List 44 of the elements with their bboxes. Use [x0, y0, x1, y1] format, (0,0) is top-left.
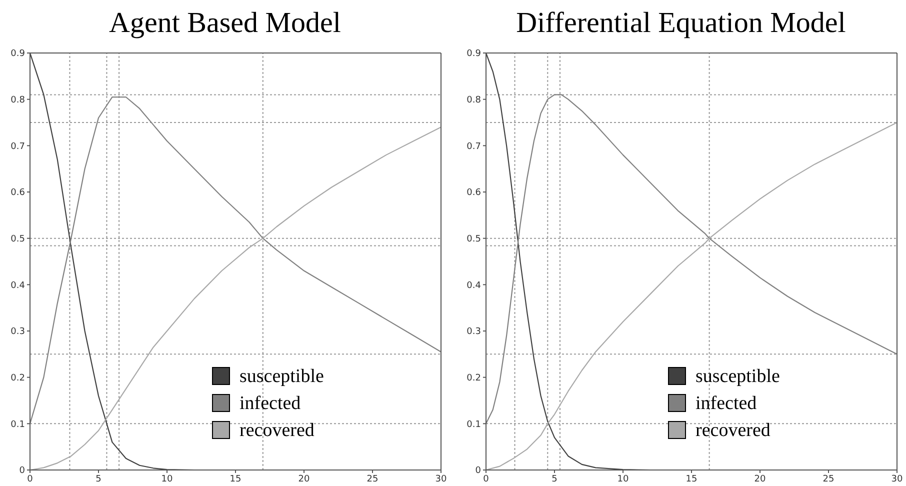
chart-title: Agent Based Model [108, 6, 342, 41]
x-tick-label: 5 [552, 474, 558, 484]
line-series [486, 94, 897, 424]
x-tick-label: 25 [822, 474, 834, 484]
y-tick-label: 0.5 [466, 234, 481, 245]
y-tick-label: 0.7 [466, 142, 481, 152]
y-tick-label: 0.7 [10, 142, 25, 152]
y-tick-label: 0 [19, 466, 26, 476]
y-tick-label: 0.4 [466, 280, 482, 291]
x-tick-label: 20 [754, 474, 766, 484]
y-tick-label: 0.3 [466, 327, 481, 338]
y-tick-label: 0.1 [10, 420, 25, 430]
x-tick-label: 30 [435, 474, 447, 484]
legend-label: susceptible [696, 364, 780, 389]
y-tick-label: 0.8 [466, 96, 482, 106]
y-tick-label: 0.5 [10, 234, 25, 245]
legend-label: recovered [240, 418, 314, 443]
y-tick-label: 0.3 [10, 327, 25, 338]
x-tick-label: 15 [230, 474, 242, 484]
y-tick-label: 0.2 [10, 374, 25, 384]
y-tick-label: 0.9 [10, 49, 26, 60]
x-tick-label: 15 [686, 474, 698, 484]
legend-label: susceptible [240, 364, 324, 389]
line-series [30, 96, 441, 424]
x-tick-label: 0 [483, 474, 490, 484]
y-tick-label: 0.6 [466, 188, 482, 198]
chart-title: Differential Equation Model [515, 6, 847, 41]
x-tick-label: 30 [891, 474, 903, 484]
y-tick-label: 0.6 [10, 188, 26, 198]
y-tick-label: 0.2 [466, 374, 481, 384]
y-tick-label: 0.1 [466, 420, 481, 430]
y-tick-label: 0.4 [10, 280, 26, 291]
y-tick-label: 0.9 [466, 49, 482, 60]
legend-label: infected [696, 392, 757, 416]
x-tick-label: 25 [366, 474, 378, 484]
y-tick-label: 0.8 [10, 96, 26, 106]
x-tick-label: 20 [298, 474, 310, 484]
x-tick-label: 10 [617, 474, 629, 484]
legend-label: infected [240, 392, 301, 416]
x-tick-label: 0 [27, 474, 34, 484]
y-tick-label: 0 [475, 466, 482, 476]
x-tick-label: 10 [161, 474, 173, 484]
legend-label: recovered [696, 418, 770, 443]
x-tick-label: 5 [96, 474, 102, 484]
